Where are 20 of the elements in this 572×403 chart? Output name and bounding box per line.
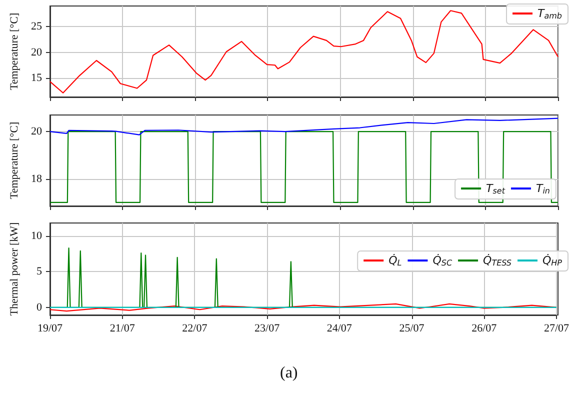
x-tick-label: 26/07 [472, 322, 498, 334]
x-tick-label: 22/07 [182, 322, 208, 334]
x-tick-label: 25/07 [399, 322, 425, 334]
x-tick-label: 19/07 [37, 322, 64, 334]
y-axis-title: Temperature [°C] [8, 12, 21, 90]
y-axis-title: Temperature [°C] [8, 122, 21, 200]
y-tick-label: 5 [36, 266, 42, 278]
x-tick-label: 27/07 [544, 322, 570, 334]
y-axis-title: Thermal power [kW] [8, 222, 21, 316]
y-tick-label: 20 [31, 126, 42, 138]
x-tick-label: 24/07 [326, 322, 352, 334]
x-tick-label: 23/07 [254, 322, 280, 334]
y-tick-label: 10 [31, 230, 42, 242]
y-tick-label: 20 [31, 46, 42, 58]
y-tick-label: 25 [31, 20, 42, 33]
y-tick-label: 18 [31, 172, 42, 185]
y-tick-label: 0 [36, 301, 42, 314]
y-tick-label: 15 [31, 72, 42, 84]
x-tick-label: 21/07 [110, 322, 136, 334]
text: (a) [280, 364, 298, 382]
